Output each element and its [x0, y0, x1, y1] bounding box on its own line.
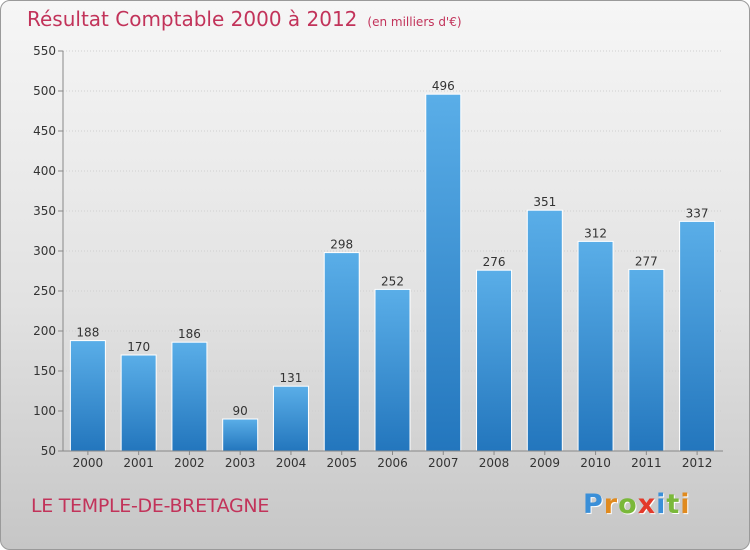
bar-2010[interactable] [577, 240, 614, 452]
bar-2008[interactable] [476, 269, 513, 452]
chart-subtitle: (en milliers d'€) [367, 15, 462, 29]
data-label: 351 [533, 195, 556, 209]
chart-title-text: Résultat Comptable 2000 à 2012 [27, 7, 358, 31]
bar-2011[interactable] [628, 268, 665, 452]
y-tick-label: 550 [33, 44, 56, 58]
y-tick-label: 500 [33, 84, 56, 98]
y-tick-label: 400 [33, 164, 56, 178]
x-tick-label: 2010 [580, 456, 611, 470]
x-tick-label: 2006 [377, 456, 408, 470]
data-label: 337 [686, 206, 709, 220]
bar-2007[interactable] [425, 93, 462, 452]
x-tick-label: 2001 [123, 456, 154, 470]
y-tick-label: 300 [33, 244, 56, 258]
data-label: 277 [635, 254, 658, 268]
y-tick-label: 200 [33, 324, 56, 338]
bars [69, 93, 716, 452]
logo-letter: i [680, 489, 691, 520]
x-tick-label: 2008 [479, 456, 510, 470]
data-label: 188 [76, 326, 99, 340]
bar-2005[interactable] [323, 252, 360, 452]
x-tick-label: 2007 [428, 456, 459, 470]
data-label: 131 [280, 371, 303, 385]
logo-letter: r [603, 489, 619, 520]
y-tick-label: 350 [33, 204, 56, 218]
data-label: 276 [483, 255, 506, 269]
y-tick-label: 150 [33, 364, 56, 378]
x-tick-label: 2009 [530, 456, 561, 470]
x-tick-label: 2004 [276, 456, 307, 470]
x-tick-label: 2005 [326, 456, 357, 470]
y-tick-label: 250 [33, 284, 56, 298]
data-label: 186 [178, 327, 201, 341]
data-label: 170 [127, 340, 150, 354]
data-label: 312 [584, 226, 607, 240]
logo-letter: o [618, 489, 638, 520]
proxiti-logo[interactable]: Proxiti [583, 489, 691, 520]
bar-2002[interactable] [171, 341, 208, 452]
x-tick-label: 2002 [174, 456, 205, 470]
bar-2012[interactable] [679, 220, 716, 452]
logo-letter: P [583, 489, 604, 520]
x-tick-label: 2003 [225, 456, 256, 470]
data-label: 252 [381, 274, 404, 288]
commune-name: LE TEMPLE-DE-BRETAGNE [31, 495, 270, 517]
bar-2004[interactable] [272, 385, 309, 452]
x-tick-label: 2011 [631, 456, 662, 470]
bar-2009[interactable] [526, 209, 563, 452]
logo-letter: x [637, 489, 657, 520]
data-label: 90 [233, 404, 248, 418]
y-tick-label: 50 [41, 444, 56, 458]
bar-2000[interactable] [69, 340, 106, 452]
chart-title: Résultat Comptable 2000 à 2012 (en millie… [27, 7, 462, 31]
x-tick-label: 2012 [682, 456, 713, 470]
bar-2006[interactable] [374, 288, 411, 452]
y-tick-label: 100 [33, 404, 56, 418]
x-tick-label: 2000 [73, 456, 104, 470]
bar-2003[interactable] [222, 418, 259, 452]
y-tick-label: 450 [33, 124, 56, 138]
axes [58, 50, 723, 455]
labels: 50 100 150 200 250 300 350 400 450 500 550 188 2000 1… [33, 44, 712, 470]
bar-2001[interactable] [120, 354, 157, 452]
logo-letter: i [656, 489, 667, 520]
data-label: 496 [432, 79, 455, 93]
data-label: 298 [330, 238, 353, 252]
logo-letter: t [666, 489, 681, 520]
